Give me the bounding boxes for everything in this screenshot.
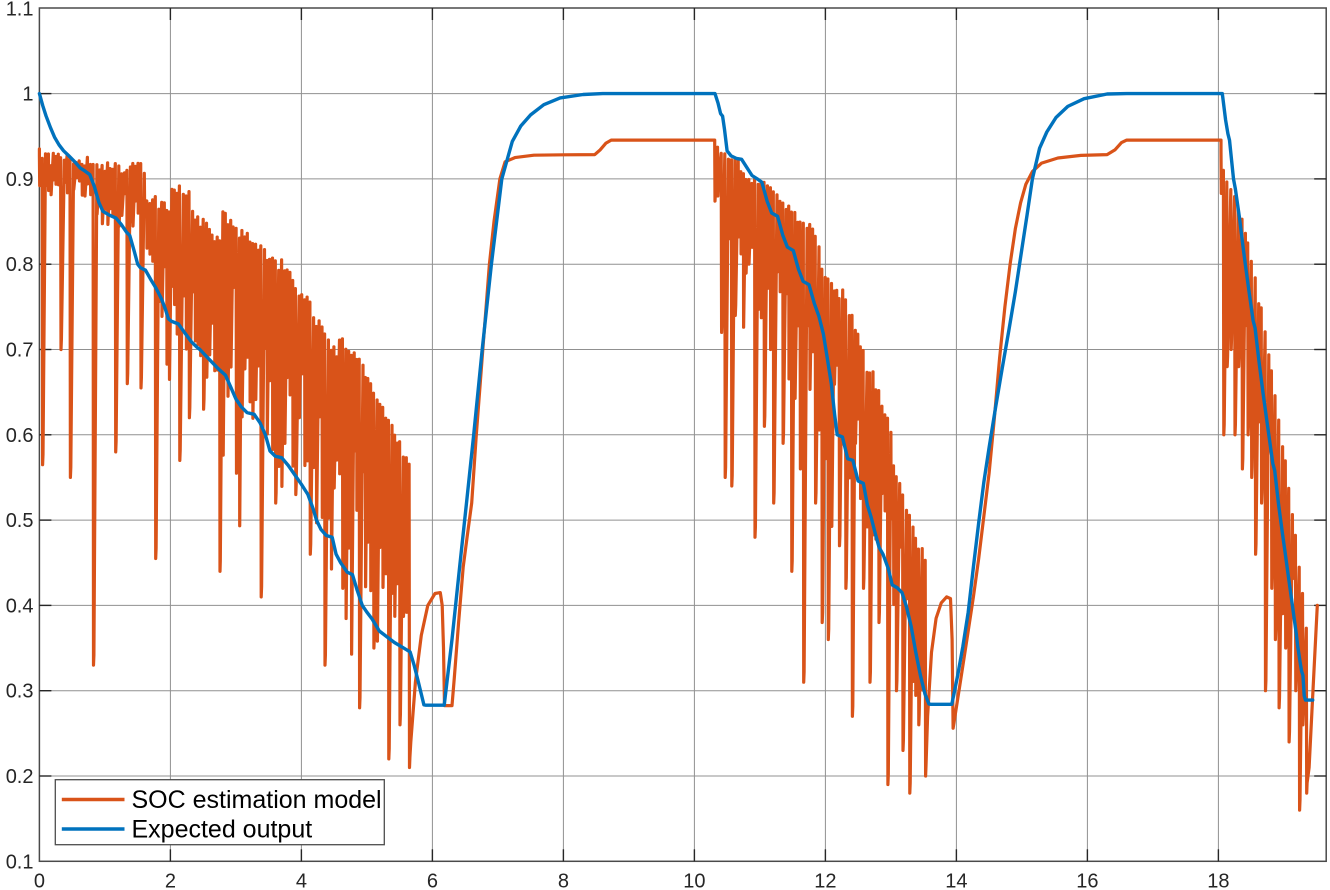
svg-text:1.1: 1.1 xyxy=(6,0,34,20)
svg-text:0.2: 0.2 xyxy=(6,766,34,788)
svg-text:16: 16 xyxy=(1076,871,1098,890)
svg-text:14: 14 xyxy=(945,871,967,890)
svg-text:18: 18 xyxy=(1207,871,1229,890)
svg-text:0.6: 0.6 xyxy=(6,425,34,447)
svg-text:4: 4 xyxy=(296,871,307,890)
svg-text:1: 1 xyxy=(22,84,33,106)
svg-text:6: 6 xyxy=(427,871,438,890)
svg-text:Expected output: Expected output xyxy=(132,816,313,844)
svg-text:0.7: 0.7 xyxy=(6,340,34,362)
svg-text:0.5: 0.5 xyxy=(6,510,34,532)
svg-text:0.8: 0.8 xyxy=(6,254,34,276)
svg-text:10: 10 xyxy=(683,871,705,890)
svg-text:12: 12 xyxy=(814,871,836,890)
svg-text:2: 2 xyxy=(165,871,176,890)
svg-text:0.4: 0.4 xyxy=(6,595,34,617)
svg-text:0: 0 xyxy=(34,871,45,890)
svg-text:0.1: 0.1 xyxy=(6,851,34,873)
svg-text:0.9: 0.9 xyxy=(6,169,34,191)
svg-text:SOC estimation model: SOC estimation model xyxy=(132,786,382,814)
svg-text:8: 8 xyxy=(558,871,569,890)
svg-text:0.3: 0.3 xyxy=(6,681,34,703)
